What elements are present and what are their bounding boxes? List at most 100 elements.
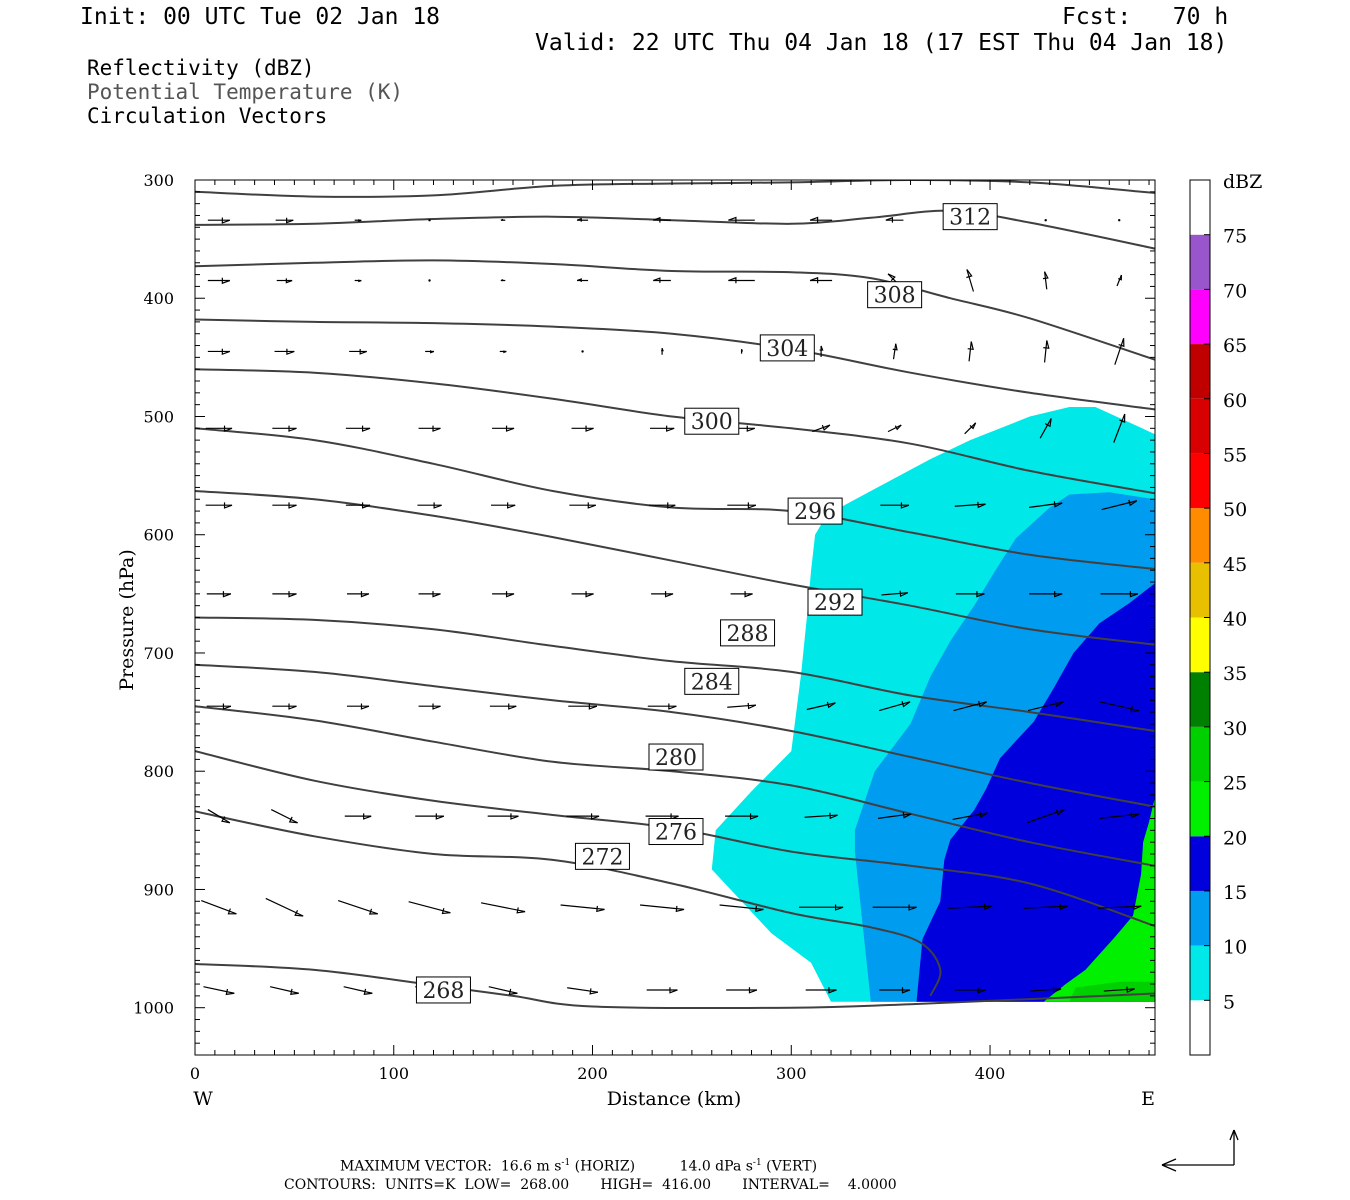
circulation-vector [1099,701,1140,713]
vector-head [432,425,441,432]
circulation-vector [740,349,744,354]
circulation-vector [1030,986,1062,994]
circulation-vector [954,987,986,994]
vector-head [358,219,362,222]
circulation-vector [343,986,373,995]
circulation-vector [948,903,993,911]
vector-shaft [1043,340,1048,363]
theta-label-box [867,281,923,309]
circulation-vector [806,701,836,711]
vector-head [819,345,824,351]
theta-contour-272 [195,810,942,997]
vector-head [892,343,898,351]
x-tick-label: 100 [378,1064,409,1083]
circulation-vector [640,904,685,913]
vector-head [755,905,764,913]
circulation-vector [417,502,442,509]
theta-label-text: 268 [422,979,464,1004]
circulation-vector [892,343,898,360]
circulation-vector [500,279,506,282]
theta-label-text: 300 [691,410,733,435]
vector-shaft [488,986,518,994]
theta-label-312: 312 [942,203,998,231]
y-tick-label: 900 [143,880,174,899]
vector-head [588,703,598,710]
circulation-vector [1044,219,1047,222]
vector-shaft [203,986,235,994]
circulation-vector [1099,811,1140,819]
circulation-vector [727,502,757,509]
vector-head [653,216,661,223]
circulation-vector [653,277,671,283]
y-axis-title: Pressure (hPa) [116,549,138,691]
vector-head [363,988,373,995]
circulation-vector [1027,700,1064,712]
circulation-vector [727,702,757,710]
circulation-vector [415,813,445,820]
vector-head [675,905,685,913]
colorbar-segment [1190,289,1210,345]
circulation-vector [425,350,435,354]
vector-head [432,703,441,710]
colorbar-segment [1190,398,1210,454]
vector-shaft [1030,988,1062,992]
theta-label-text: 288 [727,622,769,647]
circulation-vector [567,987,599,995]
colorbar: 5 10 15 20 25 30 35 40 45 50 55 60 65 70 75 [1189,179,1247,1056]
circulation-vector [953,700,987,712]
vector-head [1054,591,1063,598]
theta-label-box [648,818,704,846]
colorbar-segment [1190,180,1210,235]
vector-head [1059,903,1068,911]
theta-contour-280 [195,705,1155,867]
circulation-vector [1114,338,1125,365]
vector-shaft [964,422,977,435]
circulation-vector [885,216,904,223]
vector-head [899,590,909,598]
theta-contour-300 [195,368,1155,495]
theta-label-text: 308 [874,284,916,309]
theta-label-280: 280 [648,743,704,771]
vector-head [288,703,297,710]
vector-head [286,348,295,356]
circulation-vector [880,502,910,509]
vector-shaft [1026,808,1065,824]
circulation-vector [799,904,844,911]
vector-head [507,502,516,509]
vector-head [508,703,517,710]
vector-shaft [640,904,685,910]
colorbar-tick-label: 60 [1223,390,1247,412]
vector-head [1128,499,1138,507]
vector-head [728,276,737,284]
vector-head [1119,414,1126,423]
circulation-vector [1116,274,1123,287]
circulation-vector [728,276,755,284]
colorbar-segment [1190,890,1210,946]
circulation-vector [349,349,367,355]
circulation-vector [272,591,297,598]
circulation-vector [571,591,594,598]
vector-shaft [1101,500,1137,511]
theta-label-box [684,667,740,695]
circulation-vector [207,809,231,824]
theta-contour-308 [195,259,1155,361]
theta-label-text: 304 [766,337,808,362]
vector-head [516,907,526,914]
vector-shaft [812,424,831,433]
vector-head [285,278,293,284]
vector-head [221,277,231,285]
vector-shaft [1044,219,1047,222]
vector-head [1130,706,1140,713]
vector-head [748,987,758,994]
theta-label-text: 272 [581,845,623,870]
circulation-vector [272,703,297,710]
circulation-vector [265,897,304,917]
vector-head [1054,700,1064,708]
theta-label-text: 284 [691,670,733,695]
theta-contour-288 [195,616,1155,732]
vector-shaft [1099,701,1140,712]
vector-head [590,813,600,820]
vector-shaft [968,341,972,362]
colorbar-tick-label: 5 [1223,991,1235,1013]
